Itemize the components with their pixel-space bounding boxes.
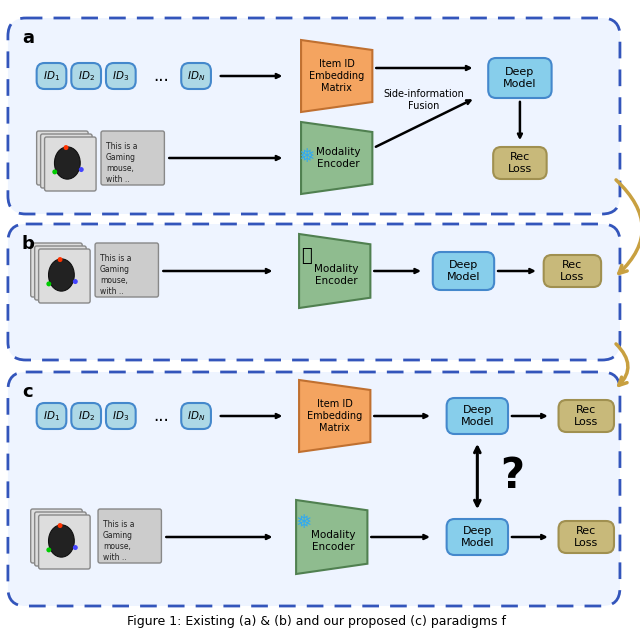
FancyBboxPatch shape: [488, 58, 552, 98]
Text: Modality
Encoder: Modality Encoder: [312, 530, 356, 552]
Text: Item ID
Embedding
Matrix: Item ID Embedding Matrix: [307, 399, 362, 432]
FancyBboxPatch shape: [36, 131, 88, 185]
FancyBboxPatch shape: [447, 398, 508, 434]
Text: This is a: This is a: [100, 254, 132, 263]
Text: Rec
Loss: Rec Loss: [574, 526, 598, 548]
FancyBboxPatch shape: [98, 509, 161, 563]
FancyBboxPatch shape: [36, 403, 67, 429]
Text: ...: ...: [154, 67, 170, 85]
Text: b: b: [22, 235, 35, 253]
Text: ?: ?: [500, 455, 524, 497]
FancyBboxPatch shape: [45, 137, 96, 191]
Text: $ID_3$: $ID_3$: [112, 69, 129, 83]
FancyBboxPatch shape: [181, 403, 211, 429]
Text: $ID_N$: $ID_N$: [187, 69, 205, 83]
Circle shape: [52, 169, 57, 174]
Text: Gaming: Gaming: [106, 153, 136, 162]
FancyBboxPatch shape: [433, 252, 494, 290]
Text: Figure 1: Existing (a) & (b) and our proposed (c) paradigms f: Figure 1: Existing (a) & (b) and our pro…: [127, 615, 506, 628]
FancyBboxPatch shape: [8, 18, 620, 214]
Text: Gaming: Gaming: [103, 531, 133, 540]
Text: $ID_1$: $ID_1$: [43, 69, 60, 83]
Text: Rec
Loss: Rec Loss: [560, 260, 584, 282]
Circle shape: [73, 545, 78, 550]
FancyBboxPatch shape: [38, 249, 90, 303]
Text: mouse,: mouse,: [103, 542, 131, 551]
FancyBboxPatch shape: [101, 131, 164, 185]
Text: ...: ...: [154, 407, 170, 425]
FancyBboxPatch shape: [35, 512, 86, 566]
Text: $ID_N$: $ID_N$: [187, 409, 205, 423]
FancyBboxPatch shape: [493, 147, 547, 179]
Text: a: a: [22, 29, 34, 47]
Text: Side-information
Fusion: Side-information Fusion: [383, 89, 464, 111]
Ellipse shape: [54, 147, 80, 179]
FancyBboxPatch shape: [544, 255, 601, 287]
Circle shape: [46, 281, 51, 286]
FancyBboxPatch shape: [181, 63, 211, 89]
Text: with ..: with ..: [103, 553, 127, 562]
Polygon shape: [301, 122, 372, 194]
Text: This is a: This is a: [103, 520, 134, 529]
Text: ❅: ❅: [296, 513, 312, 532]
Text: Item ID
Embedding
Matrix: Item ID Embedding Matrix: [309, 59, 364, 93]
FancyBboxPatch shape: [106, 403, 136, 429]
Text: with ..: with ..: [106, 175, 129, 184]
Circle shape: [73, 279, 78, 284]
Text: Modality
Encoder: Modality Encoder: [314, 264, 359, 286]
FancyBboxPatch shape: [36, 63, 67, 89]
Text: Deep
Model: Deep Model: [503, 67, 537, 89]
FancyBboxPatch shape: [8, 224, 620, 360]
Circle shape: [79, 167, 84, 172]
Polygon shape: [299, 380, 371, 452]
FancyBboxPatch shape: [447, 519, 508, 555]
Ellipse shape: [49, 259, 74, 291]
Circle shape: [63, 145, 68, 150]
Text: Deep
Model: Deep Model: [447, 260, 480, 282]
FancyBboxPatch shape: [71, 403, 101, 429]
Text: $ID_2$: $ID_2$: [77, 409, 95, 423]
FancyBboxPatch shape: [559, 521, 614, 553]
Text: with ..: with ..: [100, 287, 124, 296]
Text: ❅: ❅: [299, 146, 315, 165]
Text: 🔥: 🔥: [301, 247, 312, 265]
Polygon shape: [296, 500, 367, 574]
FancyBboxPatch shape: [71, 63, 101, 89]
FancyBboxPatch shape: [31, 243, 82, 297]
FancyBboxPatch shape: [559, 400, 614, 432]
FancyBboxPatch shape: [35, 246, 86, 300]
Text: mouse,: mouse,: [106, 164, 134, 173]
Polygon shape: [299, 234, 371, 308]
FancyBboxPatch shape: [95, 243, 159, 297]
Polygon shape: [301, 40, 372, 112]
Text: Modality
Encoder: Modality Encoder: [316, 147, 361, 169]
Circle shape: [46, 548, 51, 553]
Text: Rec
Loss: Rec Loss: [508, 152, 532, 174]
Text: Gaming: Gaming: [100, 265, 130, 274]
Text: $ID_1$: $ID_1$: [43, 409, 60, 423]
Text: Deep
Model: Deep Model: [461, 526, 494, 548]
FancyBboxPatch shape: [31, 509, 82, 563]
Text: Deep
Model: Deep Model: [461, 405, 494, 427]
Text: $ID_2$: $ID_2$: [77, 69, 95, 83]
Ellipse shape: [49, 525, 74, 557]
Text: $ID_3$: $ID_3$: [112, 409, 129, 423]
Text: Rec
Loss: Rec Loss: [574, 405, 598, 427]
FancyBboxPatch shape: [106, 63, 136, 89]
Text: This is a: This is a: [106, 142, 138, 151]
Circle shape: [58, 523, 63, 528]
Text: c: c: [22, 383, 33, 401]
Text: mouse,: mouse,: [100, 276, 128, 285]
FancyBboxPatch shape: [8, 372, 620, 606]
FancyBboxPatch shape: [40, 134, 92, 188]
Circle shape: [58, 257, 63, 262]
FancyBboxPatch shape: [38, 515, 90, 569]
